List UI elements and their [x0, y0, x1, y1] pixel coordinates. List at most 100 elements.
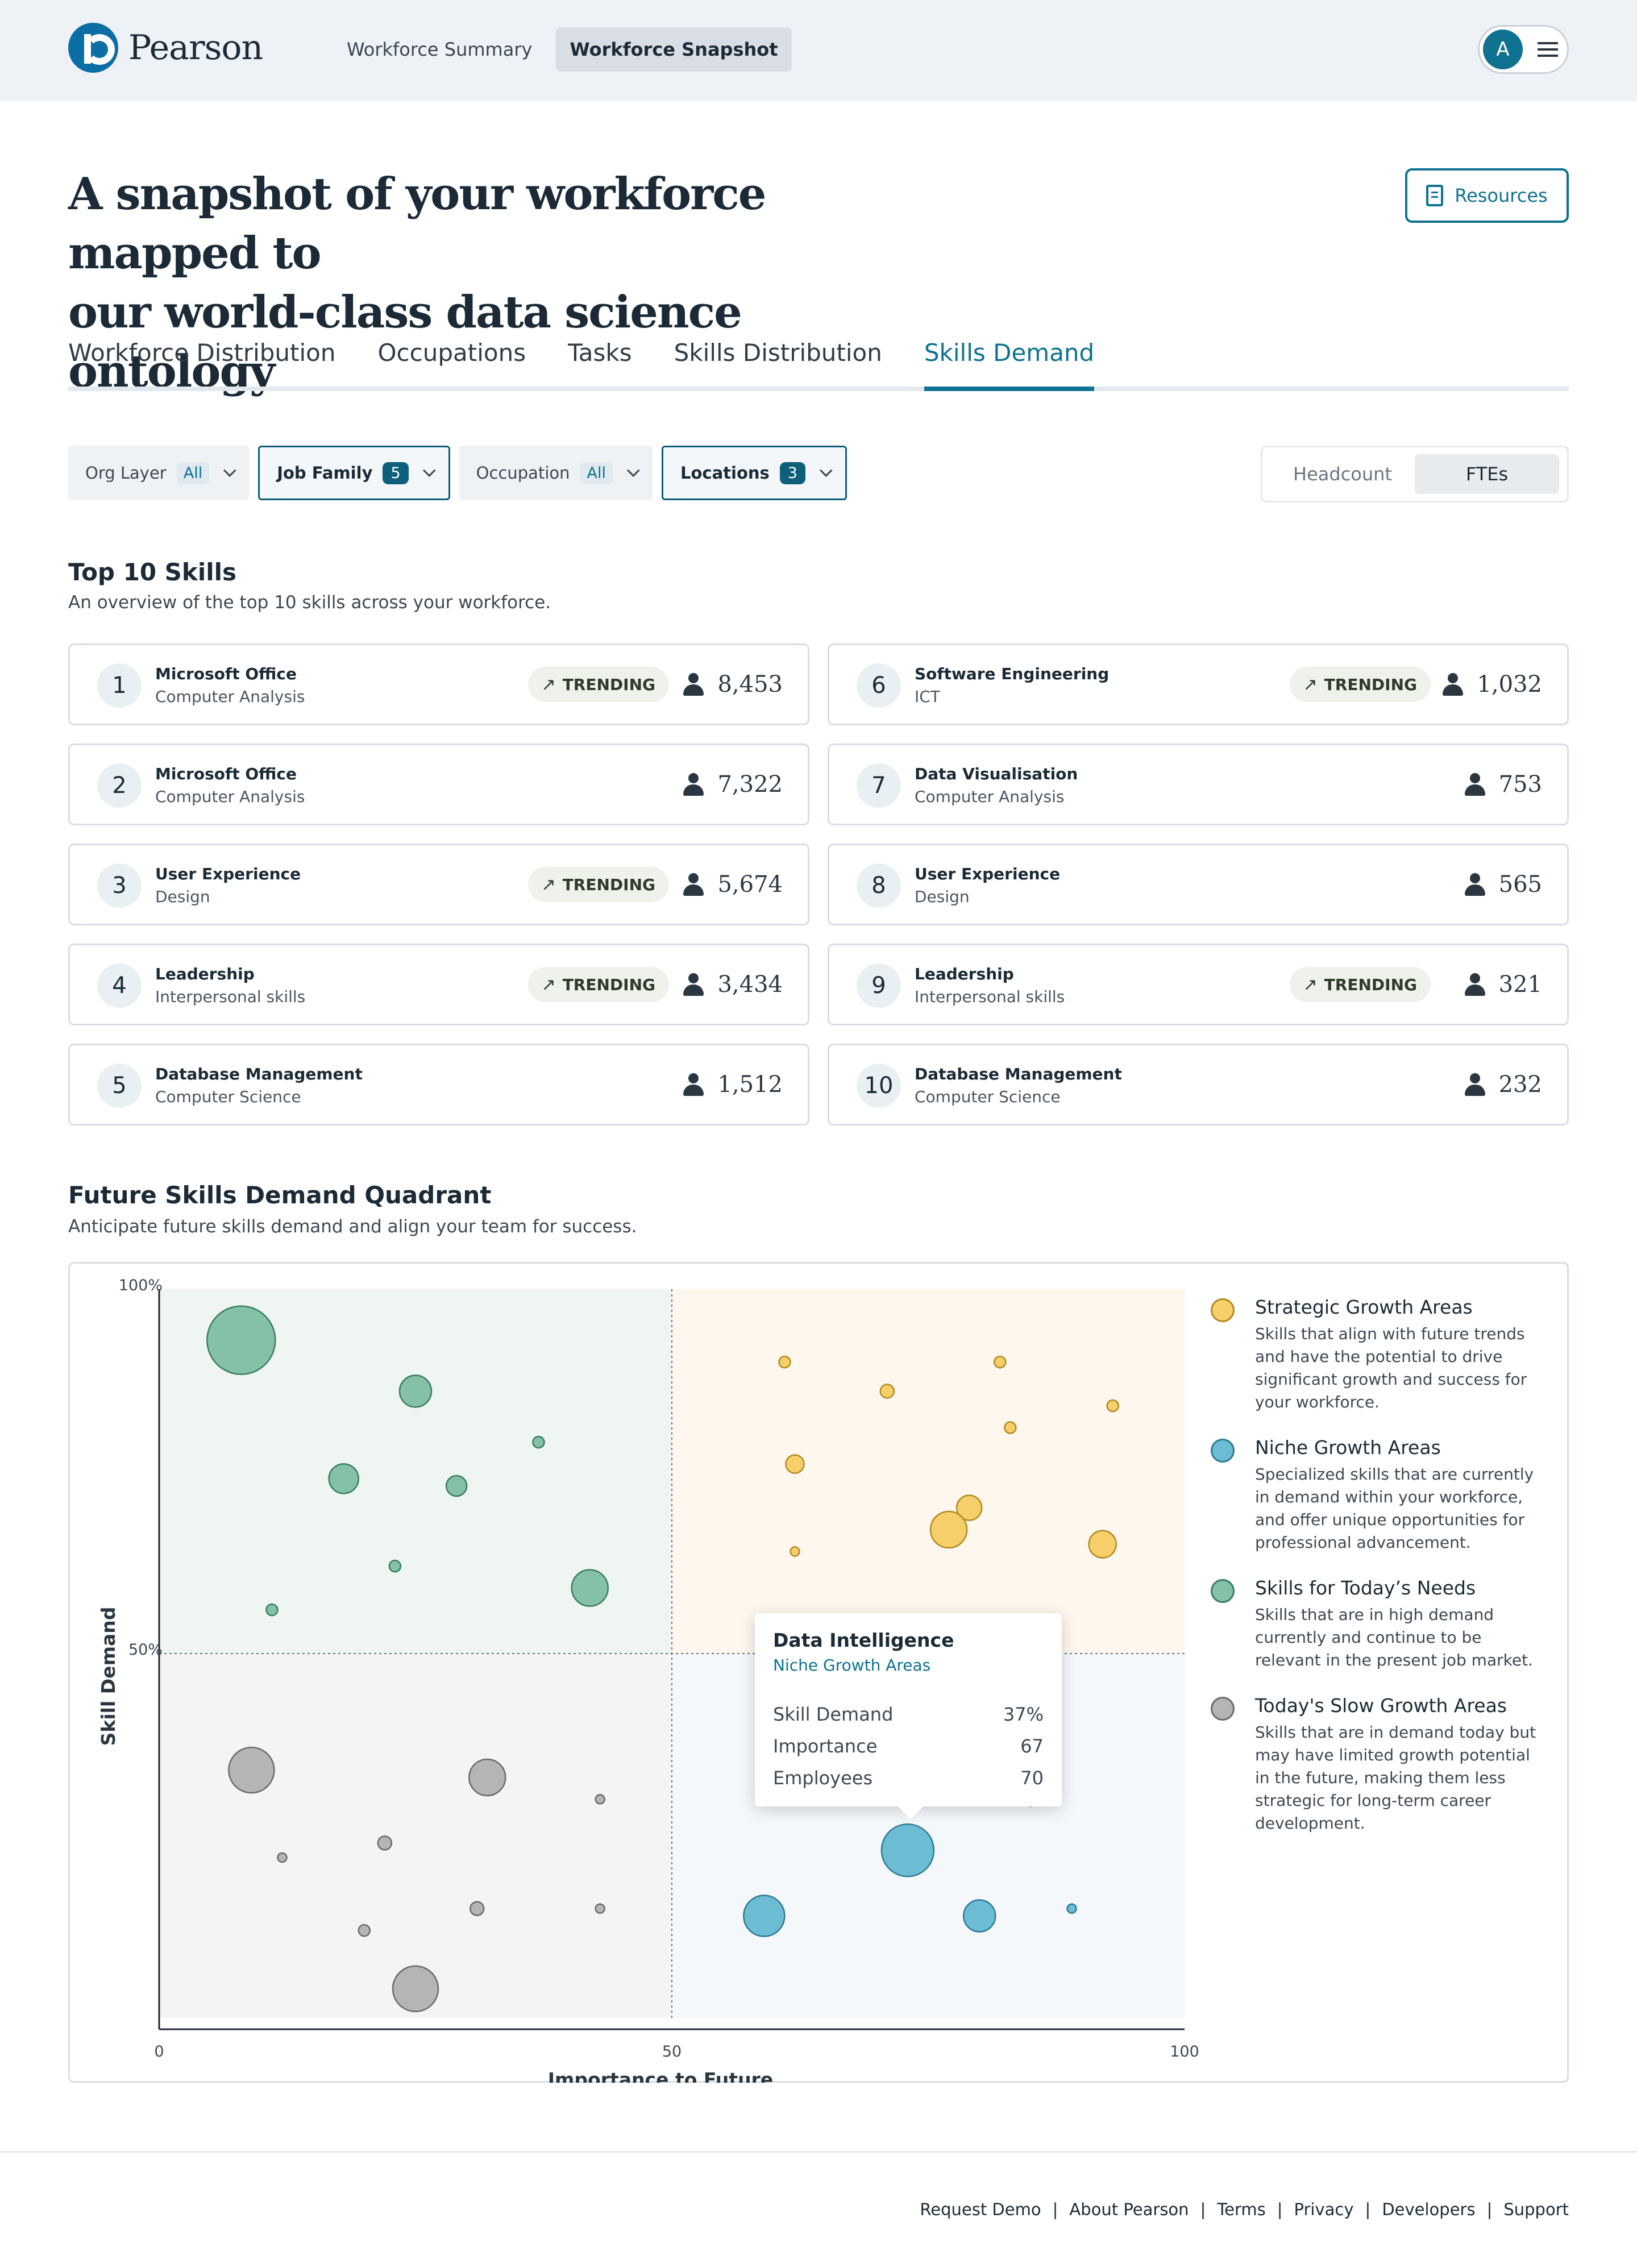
trending-badge: ↗ TRENDING [527, 667, 669, 702]
footer-link-request-demo[interactable]: Request Demo [920, 2200, 1041, 2219]
skill-card[interactable]: 5 Database Management Computer Science 1,51… [68, 1044, 809, 1125]
bubble-strategic [994, 1355, 1007, 1369]
x-axis-title: Importance to Future [548, 2068, 773, 2083]
footer-link-support[interactable]: Support [1503, 2200, 1569, 2219]
skill-card[interactable]: 10 Database Management Computer Science 232 [828, 1044, 1569, 1125]
skill-card[interactable]: 4 Leadership Interpersonal skills ↗ TRENDING… [68, 944, 809, 1025]
x-tick-label: 50 [662, 2043, 682, 2061]
bubble-today [206, 1305, 276, 1375]
quadrant-subtitle: Anticipate future skills demand and alig… [68, 1216, 637, 1237]
tooltip-row: Importance 67 [773, 1730, 1044, 1762]
skill-name: Leadership [915, 965, 1014, 983]
chevron-down-icon [223, 464, 236, 477]
footer-link-terms[interactable]: Terms [1217, 2200, 1266, 2219]
tab-skills-demand[interactable]: Skills Demand [924, 339, 1095, 391]
skill-count-value: 753 [1498, 771, 1542, 797]
skill-name: User Experience [915, 865, 1061, 883]
bubble-today [328, 1463, 359, 1494]
skill-card[interactable]: 7 Data Visualisation Computer Analysis 753 [828, 743, 1569, 825]
bubble-slow [358, 1924, 371, 1937]
skill-count-value: 321 [1498, 971, 1542, 998]
person-icon [683, 673, 704, 696]
ftes-option[interactable]: FTEs [1415, 454, 1559, 494]
bubble-strategic [1106, 1399, 1119, 1413]
tooltip-label: Skill Demand [773, 1704, 894, 1725]
pearson-logo[interactable]: Pearson [68, 23, 263, 73]
skill-rank: 7 [857, 763, 901, 808]
trending-badge: ↗ TRENDING [527, 867, 669, 902]
bubble-slow [595, 1903, 605, 1914]
brand-name: Pearson [128, 28, 263, 68]
resources-button[interactable]: Resources [1405, 168, 1569, 223]
skill-count: 7,322 [683, 767, 783, 802]
top-skills-title: Top 10 Skills [68, 558, 237, 586]
skill-count-value: 3,434 [717, 971, 783, 998]
locations-filter[interactable]: Locations 3 [661, 446, 847, 500]
legend-dot-slow [1211, 1697, 1235, 1721]
legend-slow: Today's Slow Growth Areas Skills that ar… [1211, 1694, 1540, 1835]
skill-rank: 2 [97, 763, 142, 808]
job-family-filter[interactable]: Job Family 5 [258, 446, 450, 500]
bubble-slow [392, 1965, 439, 2012]
skill-card[interactable]: 1 Microsoft Office Computer Analysis ↗ TREND… [68, 643, 809, 725]
bubble-today [445, 1474, 468, 1497]
skill-rank: 6 [857, 663, 901, 708]
skill-card[interactable]: 8 User Experience Design 565 [828, 844, 1569, 925]
skill-count: 321 [1464, 967, 1542, 1002]
locations-count-badge: 3 [779, 462, 805, 484]
skill-name: User Experience [155, 865, 301, 883]
skill-card[interactable]: 9 Leadership Interpersonal skills ↗ TRENDING… [828, 944, 1569, 1025]
bubble-strategic [955, 1494, 983, 1521]
tooltip-value: 37% [1003, 1704, 1044, 1725]
tab-workforce-distribution[interactable]: Workforce Distribution [68, 339, 336, 367]
skill-card[interactable]: 6 Software Engineering ICT ↗ TRENDING 1,032 [828, 643, 1569, 725]
main-nav: Workforce Summary Workforce Snapshot [333, 27, 792, 72]
trending-label: TRENDING [1324, 675, 1417, 694]
tab-occupations[interactable]: Occupations [377, 339, 526, 367]
legend-strategic: Strategic Growth Areas Skills that align… [1211, 1296, 1540, 1414]
tooltip-row: Skill Demand 37% [773, 1698, 1044, 1730]
skill-category: Computer Analysis [155, 787, 305, 806]
trending-label: TRENDING [562, 875, 655, 894]
skill-category: Computer Analysis [915, 787, 1065, 806]
quadrant-bg-strategic [672, 1289, 1185, 1654]
legend-description: Skills that are in high demand currently… [1255, 1605, 1533, 1669]
footer-link-privacy[interactable]: Privacy [1294, 2200, 1354, 2219]
legend-niche: Niche Growth Areas Specialized skills th… [1211, 1436, 1540, 1554]
bubble-niche [743, 1895, 786, 1937]
x-tick-label: 100 [1170, 2043, 1199, 2061]
skill-name: Microsoft Office [155, 664, 297, 683]
skill-card[interactable]: 3 User Experience Design ↗ TRENDING 5,674 [68, 844, 809, 925]
skill-category: Computer Science [915, 1087, 1061, 1106]
legend-dot-niche [1211, 1439, 1235, 1463]
skill-card[interactable]: 2 Microsoft Office Computer Analysis 7,322 [68, 743, 809, 825]
bubble-strategic [1088, 1530, 1117, 1559]
nav-workforce-summary[interactable]: Workforce Summary [347, 39, 533, 60]
org-layer-filter[interactable]: Org Layer All [68, 446, 250, 500]
tooltip-label: Importance [773, 1735, 878, 1757]
headcount-option[interactable]: Headcount [1293, 463, 1392, 485]
footer-link-about-pearson[interactable]: About Pearson [1069, 2200, 1189, 2219]
tooltip-value: 70 [1020, 1767, 1044, 1789]
tab-skills-distribution[interactable]: Skills Distribution [674, 339, 882, 367]
y-tick-label: 50% [128, 1641, 163, 1659]
chevron-down-icon [626, 464, 640, 477]
skill-rank: 3 [97, 863, 142, 908]
trending-badge: ↗ TRENDING [527, 967, 669, 1002]
bubble-slow [377, 1835, 393, 1851]
tab-tasks[interactable]: Tasks [568, 339, 632, 367]
filter-bar: Org Layer All Job Family 5 Occupation Al… [68, 446, 847, 500]
bubble-today [532, 1435, 545, 1449]
user-menu-button[interactable]: A [1478, 25, 1569, 74]
occupation-filter[interactable]: Occupation All [459, 446, 653, 500]
org-layer-label: Org Layer [85, 463, 167, 483]
resources-button-label: Resources [1455, 185, 1548, 206]
footer-link-developers[interactable]: Developers [1382, 2200, 1476, 2219]
nav-workforce-snapshot[interactable]: Workforce Snapshot [556, 27, 792, 72]
quadrant-title: Future Skills Demand Quadrant [68, 1181, 492, 1209]
job-family-count-badge: 5 [383, 462, 409, 484]
skill-category: Computer Analysis [155, 687, 305, 706]
footer-separator: | [1052, 2200, 1058, 2219]
skill-category: ICT [915, 687, 940, 706]
skill-rank: 4 [97, 963, 142, 1008]
